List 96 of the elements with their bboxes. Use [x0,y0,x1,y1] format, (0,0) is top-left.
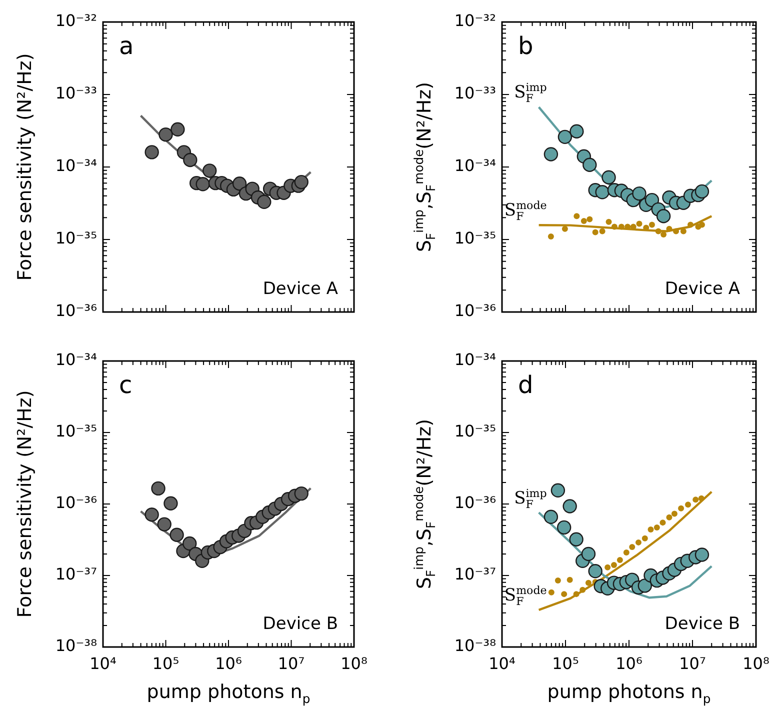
point [548,589,554,596]
y-tick-label: 10⁻³³ [55,84,97,103]
point [157,517,172,532]
y-tick-label: 10⁻³² [454,11,496,30]
point [606,218,612,225]
x-tick-label: 10⁶ [616,654,642,673]
point [196,177,210,192]
point [694,184,710,199]
y-tick-label: 10⁻³⁴ [454,350,496,370]
y-axis-title: Force sensitivity (N²/Hz) [14,390,36,618]
point [585,580,592,586]
point [170,122,185,137]
point [144,508,159,522]
point [562,499,577,514]
point [582,158,597,172]
point [580,586,586,593]
point [636,220,642,227]
point [561,591,568,598]
point [680,228,686,234]
annotation: b [518,32,534,60]
y-axis-title: Force sensitivity (N²/Hz) [14,53,36,281]
point [151,481,166,496]
point [673,228,680,234]
y-tick-label: 10⁻³⁸ [55,636,97,656]
x-tick-label: 10⁴ [90,654,116,673]
point [648,222,655,228]
point [544,510,558,524]
point [586,216,593,222]
y-tick-label: 10⁻³⁵ [454,228,496,248]
x-axis-title: pump photons n$_{p}$ [547,681,711,706]
point [580,218,587,224]
x-tick-label: 10⁷ [278,654,305,673]
y-tick-label: 10⁻³⁴ [55,350,97,370]
annotation: Device B [262,614,338,634]
point [588,564,602,578]
annotation: Device A [664,278,740,299]
point [170,528,184,542]
x-tick-label: 10⁴ [488,654,516,673]
x-tick-label: 10⁷ [679,654,706,673]
point [556,520,572,535]
point [694,548,710,562]
point [550,483,566,498]
y-tick-label: 10⁻³⁶ [55,301,97,320]
point [202,164,217,178]
point [655,228,662,234]
y-tick-label: 10⁻³⁶ [454,301,496,320]
y-tick-label: 10⁻³⁶ [55,493,97,512]
point [698,222,705,228]
point [644,192,660,208]
point [182,536,197,551]
y-tick-label: 10⁻³³ [454,84,496,103]
point [164,496,178,510]
point [183,152,198,168]
point [554,578,561,584]
x-tick-label: 10⁸ [742,654,770,673]
point [566,576,573,583]
x-tick-label: 10⁵ [552,654,579,673]
annotation: a [119,32,134,60]
y-tick-label: 10⁻³⁵ [55,422,97,441]
annotation: d [518,371,534,400]
y-tick-label: 10⁻³⁵ [454,422,496,441]
y-tick-label: 10⁻³⁷ [454,564,496,584]
y-tick-label: 10⁻³⁷ [55,564,97,584]
point [599,228,606,234]
annotation: c [119,371,132,400]
point [688,222,694,228]
x-tick-label: 10⁵ [152,654,180,673]
point [574,213,580,220]
y-tick-label: 10⁻³⁴ [454,156,496,176]
y-tick-label: 10⁻³⁴ [55,156,97,176]
point [618,224,624,230]
y-tick-label: 10⁻³⁸ [454,636,496,656]
point [569,532,584,546]
point [611,224,618,230]
point [294,486,308,501]
point [232,176,247,191]
annotation: Device B [664,614,740,634]
point [573,591,580,598]
y-tick-label: 10⁻³⁶ [454,493,496,512]
point [656,209,671,224]
point [660,232,667,238]
point [581,546,596,562]
x-tick-label: 10⁸ [340,654,368,673]
point [294,174,308,190]
y-tick-label: 10⁻³² [55,11,97,30]
point [570,124,584,138]
annotation: Device A [262,278,338,299]
x-tick-label: 10⁶ [215,654,242,673]
point [602,170,616,184]
point [638,578,652,593]
point [595,185,610,200]
point [592,229,598,236]
point [257,194,272,210]
x-axis-title: pump photons n$_{p}$ [146,681,310,706]
point [632,186,646,201]
y-tick-label: 10⁻³⁵ [55,228,97,248]
